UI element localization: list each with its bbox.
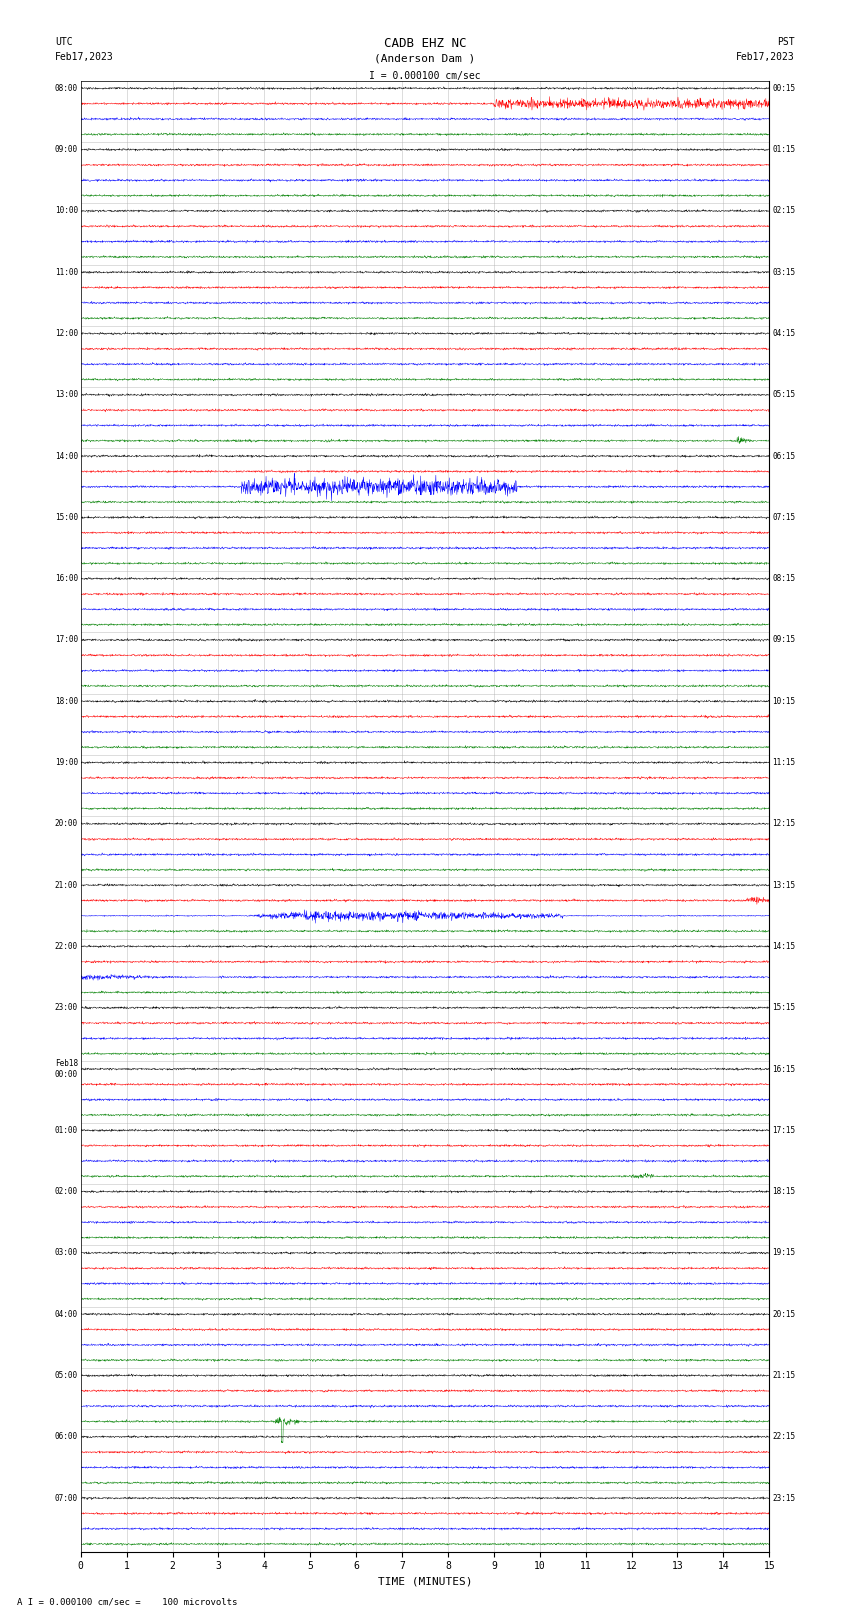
Text: CADB EHZ NC: CADB EHZ NC bbox=[383, 37, 467, 50]
Text: PST: PST bbox=[777, 37, 795, 47]
X-axis label: TIME (MINUTES): TIME (MINUTES) bbox=[377, 1578, 473, 1587]
Text: I = 0.000100 cm/sec: I = 0.000100 cm/sec bbox=[369, 71, 481, 81]
Text: (Anderson Dam ): (Anderson Dam ) bbox=[374, 53, 476, 63]
Text: Feb17,2023: Feb17,2023 bbox=[55, 52, 114, 61]
Text: A I = 0.000100 cm/sec =    100 microvolts: A I = 0.000100 cm/sec = 100 microvolts bbox=[17, 1597, 237, 1607]
Text: Feb17,2023: Feb17,2023 bbox=[736, 52, 795, 61]
Text: UTC: UTC bbox=[55, 37, 73, 47]
